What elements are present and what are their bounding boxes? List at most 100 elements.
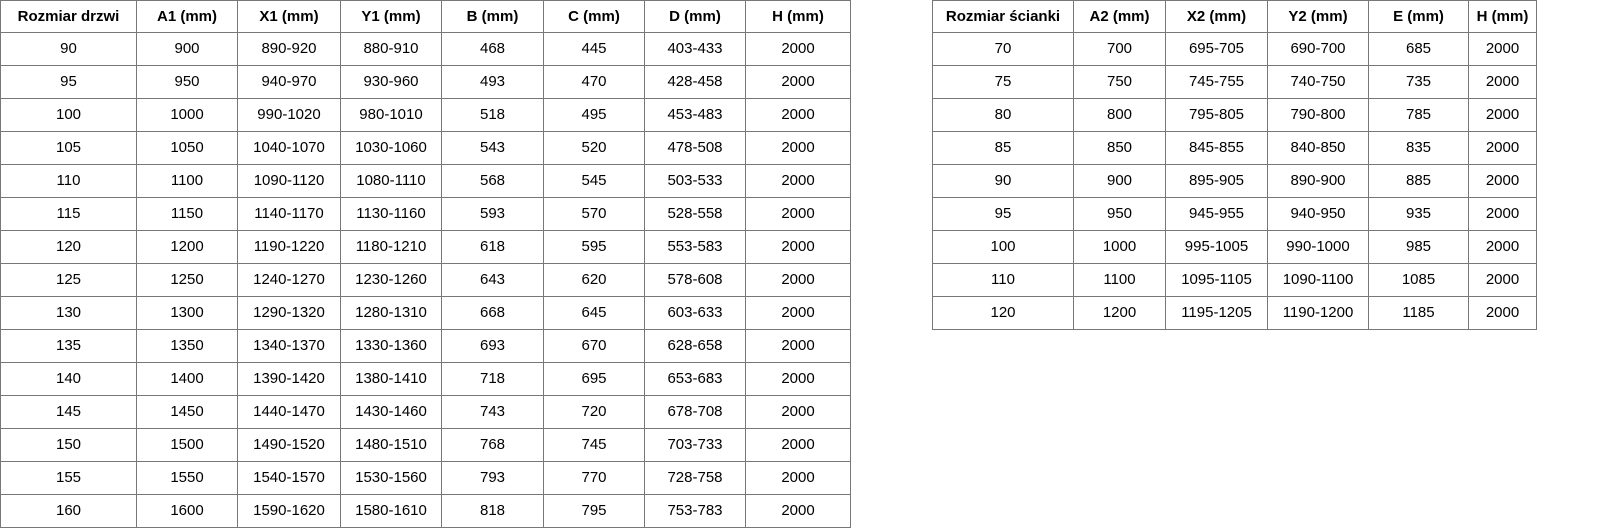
table-cell: 428-458 (644, 65, 746, 99)
table-row: 95 950 940-970 930-960 493 470 428-458 2000 (0, 65, 851, 99)
table-cell: 90 (932, 164, 1074, 198)
table-cell: 2000 (745, 98, 851, 132)
doors-specification-table: Rozmiar drzwi A1 (mm) X1 (mm) Y1 (mm) B (mm)… (0, 0, 851, 528)
table-cell: 120 (932, 296, 1074, 330)
table-cell: 2000 (1468, 65, 1537, 99)
table-cell: 1290-1320 (237, 296, 341, 330)
column-header: Y2 (mm) (1267, 0, 1369, 33)
table-cell: 795-805 (1165, 98, 1268, 132)
table-row: 110 1100 1095-1105 1090-1100 1085 2000 (932, 263, 1537, 297)
table-cell: 110 (932, 263, 1074, 297)
table-header-row: Rozmiar ścianki A2 (mm) X2 (mm) Y2 (mm) E (m… (932, 0, 1537, 33)
doors-table-header: Rozmiar drzwi A1 (mm) X1 (mm) Y1 (mm) B (mm)… (0, 0, 851, 33)
table-row: 150 1500 1490-1520 1480-1510 768 745 703-733 20… (0, 428, 851, 462)
table-cell: 80 (932, 98, 1074, 132)
table-cell: 1140-1170 (237, 197, 341, 231)
table-cell: 1280-1310 (340, 296, 442, 330)
table-cell: 885 (1368, 164, 1469, 198)
table-cell: 1180-1210 (340, 230, 442, 264)
table-row: 85 850 845-855 840-850 835 2000 (932, 131, 1537, 165)
table-cell: 718 (441, 362, 544, 396)
table-cell: 1195-1205 (1165, 296, 1268, 330)
table-cell: 940-950 (1267, 197, 1369, 231)
table-cell: 1240-1270 (237, 263, 341, 297)
table-cell: 140 (0, 362, 137, 396)
column-header: A1 (mm) (136, 0, 238, 33)
table-cell: 160 (0, 494, 137, 528)
table-cell: 1000 (136, 98, 238, 132)
table-cell: 578-608 (644, 263, 746, 297)
table-cell: 1100 (136, 164, 238, 198)
table-cell: 1390-1420 (237, 362, 341, 396)
table-cell: 950 (1073, 197, 1166, 231)
column-header: Y1 (mm) (340, 0, 442, 33)
table-cell: 643 (441, 263, 544, 297)
table-cell: 603-633 (644, 296, 746, 330)
table-cell: 793 (441, 461, 544, 495)
table-cell: 1230-1260 (340, 263, 442, 297)
table-cell: 593 (441, 197, 544, 231)
specification-sheet: Rozmiar drzwi A1 (mm) X1 (mm) Y1 (mm) B (mm)… (0, 0, 1537, 528)
table-cell: 850 (1073, 131, 1166, 165)
table-cell: 1340-1370 (237, 329, 341, 363)
table-row: 115 1150 1140-1170 1130-1160 593 570 528-558 20… (0, 197, 851, 231)
table-row: 120 1200 1190-1220 1180-1210 618 595 553-583 20… (0, 230, 851, 264)
table-cell: 985 (1368, 230, 1469, 264)
table-row: 120 1200 1195-1205 1190-1200 1185 2000 (932, 296, 1537, 330)
table-row: 145 1450 1440-1470 1430-1460 743 720 678-708 20… (0, 395, 851, 429)
column-header: H (mm) (1468, 0, 1537, 33)
table-row: 105 1050 1040-1070 1030-1060 543 520 478-508 20… (0, 131, 851, 165)
table-cell: 468 (441, 32, 544, 66)
table-cell: 950 (136, 65, 238, 99)
table-cell: 1040-1070 (237, 131, 341, 165)
column-header: H (mm) (745, 0, 851, 33)
table-row: 135 1350 1340-1370 1330-1360 693 670 628-658 20… (0, 329, 851, 363)
table-cell: 945-955 (1165, 197, 1268, 231)
table-cell: 735 (1368, 65, 1469, 99)
table-cell: 1440-1470 (237, 395, 341, 429)
table-cell: 1590-1620 (237, 494, 341, 528)
table-cell: 1480-1510 (340, 428, 442, 462)
table-cell: 130 (0, 296, 137, 330)
table-cell: 570 (543, 197, 645, 231)
table-cell: 930-960 (340, 65, 442, 99)
walls-specification-table: Rozmiar ścianki A2 (mm) X2 (mm) Y2 (mm) E (m… (932, 0, 1537, 330)
table-cell: 518 (441, 98, 544, 132)
table-cell: 900 (136, 32, 238, 66)
table-cell: 840-850 (1267, 131, 1369, 165)
table-cell: 2000 (1468, 296, 1537, 330)
table-row: 125 1250 1240-1270 1230-1260 643 620 578-608 20… (0, 263, 851, 297)
table-cell: 568 (441, 164, 544, 198)
table-cell: 1490-1520 (237, 428, 341, 462)
table-cell: 95 (0, 65, 137, 99)
table-cell: 2000 (745, 461, 851, 495)
table-row: 95 950 945-955 940-950 935 2000 (932, 197, 1537, 231)
table-cell: 543 (441, 131, 544, 165)
table-cell: 790-800 (1267, 98, 1369, 132)
table-cell: 618 (441, 230, 544, 264)
column-header: E (mm) (1368, 0, 1469, 33)
table-cell: 1350 (136, 329, 238, 363)
table-row: 75 750 745-755 740-750 735 2000 (932, 65, 1537, 99)
table-cell: 990-1020 (237, 98, 341, 132)
table-cell: 100 (932, 230, 1074, 264)
table-cell: 728-758 (644, 461, 746, 495)
table-cell: 695-705 (1165, 32, 1268, 66)
table-cell: 2000 (745, 65, 851, 99)
table-row: 140 1400 1390-1420 1380-1410 718 695 653-683 20… (0, 362, 851, 396)
table-cell: 85 (932, 131, 1074, 165)
table-cell: 1130-1160 (340, 197, 442, 231)
table-cell: 2000 (745, 362, 851, 396)
table-row: 100 1000 990-1020 980-1010 518 495 453-483 2000 (0, 98, 851, 132)
table-cell: 2000 (745, 32, 851, 66)
table-cell: 800 (1073, 98, 1166, 132)
table-cell: 980-1010 (340, 98, 442, 132)
table-cell: 1550 (136, 461, 238, 495)
table-cell: 1200 (1073, 296, 1166, 330)
table-cell: 670 (543, 329, 645, 363)
table-cell: 120 (0, 230, 137, 264)
column-header: Rozmiar drzwi (0, 0, 137, 33)
column-header: Rozmiar ścianki (932, 0, 1074, 33)
table-cell: 753-783 (644, 494, 746, 528)
table-cell: 2000 (1468, 131, 1537, 165)
